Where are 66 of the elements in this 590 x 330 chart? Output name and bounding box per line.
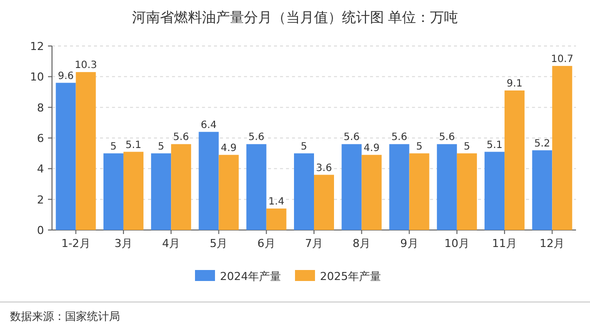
bar	[342, 144, 362, 230]
bar	[456, 153, 477, 230]
legend-label: 2025年产量	[320, 270, 381, 283]
data-label: 5.1	[126, 140, 142, 151]
data-label: 5	[416, 141, 422, 152]
y-tick-label: 0	[37, 224, 44, 237]
bar	[294, 153, 314, 230]
data-label: 3.6	[316, 162, 332, 174]
data-label: 5	[300, 141, 308, 152]
source-note: 数据来源：国家统计局	[10, 310, 120, 323]
bar	[246, 144, 266, 230]
data-label: 5.6	[391, 132, 408, 144]
x-tick-label: 11月	[492, 237, 518, 250]
data-label: 10.7	[551, 54, 574, 65]
x-tick-label: 12月	[540, 237, 565, 250]
data-label: 5	[110, 141, 117, 152]
legend-label: 2024年产量	[220, 270, 281, 283]
data-label: 9.6	[58, 70, 74, 82]
x-tick-label: 10月	[444, 237, 470, 250]
y-tick-label: 2	[37, 193, 44, 206]
y-tick-label: 10	[30, 70, 44, 84]
data-label: 1.4	[268, 196, 284, 208]
data-label: 5	[158, 141, 164, 152]
bar	[409, 153, 430, 230]
x-tick-label: 9月	[400, 237, 418, 250]
bar	[484, 152, 505, 230]
bar	[218, 154, 239, 230]
data-label: 10.3	[74, 60, 97, 72]
bar	[56, 82, 76, 230]
data-label: 4.9	[220, 142, 237, 154]
data-label: 6.4	[200, 120, 217, 131]
y-tick-label: 12	[30, 40, 44, 53]
bar	[171, 144, 192, 230]
x-tick-label: 4月	[162, 237, 180, 250]
bar	[76, 72, 96, 230]
bar	[552, 66, 572, 230]
x-tick-label: 5月	[210, 237, 228, 250]
bar	[198, 132, 219, 230]
y-tick-label: 8	[37, 101, 44, 114]
bar	[266, 208, 286, 230]
data-label: 4.9	[364, 142, 380, 154]
x-tick-label: 8月	[352, 237, 371, 250]
x-tick-label: 1-2月	[61, 237, 90, 250]
data-label: 5.6	[438, 132, 455, 144]
data-label: 5.6	[248, 132, 264, 144]
data-label: 5.1	[486, 140, 502, 151]
x-tick-label: 3月	[114, 237, 132, 250]
bar	[314, 174, 334, 230]
data-label: 5.6	[173, 132, 190, 144]
data-label: 5	[464, 141, 470, 152]
chart-title: 河南省燃料油产量分月（当月值）统计图 单位：万吨	[132, 10, 458, 26]
x-tick-label: 6月	[257, 237, 276, 250]
y-tick-label: 6	[37, 132, 44, 145]
bar	[504, 90, 525, 230]
data-label: 5.2	[534, 138, 550, 150]
bar	[151, 153, 172, 230]
bar	[389, 144, 410, 230]
data-label: 9.1	[506, 78, 522, 90]
data-label: 5.6	[344, 132, 360, 144]
bar	[123, 152, 144, 230]
bar	[103, 153, 124, 230]
bar	[362, 154, 382, 230]
bar	[532, 150, 552, 230]
y-tick-label: 4	[37, 162, 44, 176]
bar	[436, 144, 457, 230]
x-tick-label: 7月	[305, 237, 323, 250]
